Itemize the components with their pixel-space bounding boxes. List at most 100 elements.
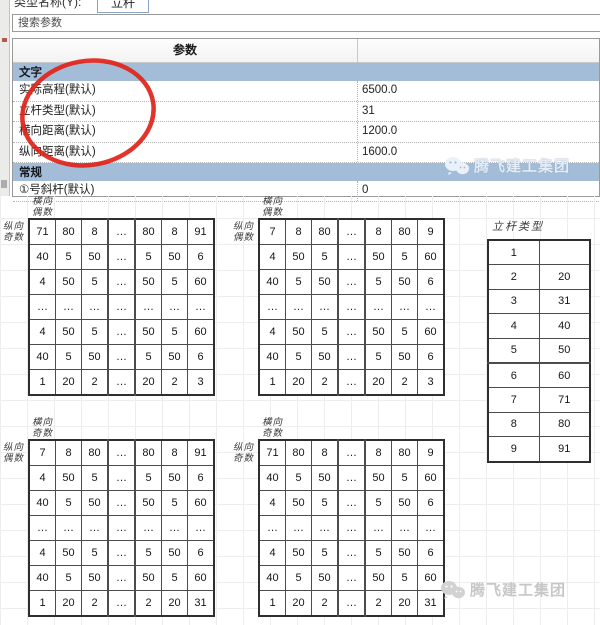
sheet-cell[interactable]: 8 [81, 218, 109, 245]
sheet-cell[interactable]: … [258, 294, 286, 320]
sheet-cell[interactable]: 20 [161, 590, 188, 617]
sheet-cell[interactable]: … [364, 515, 392, 541]
sheet-cell[interactable]: 2 [311, 369, 339, 396]
sheet-cell[interactable] [538, 239, 591, 266]
sheet-cell[interactable]: 50 [311, 269, 339, 295]
sheet-cell[interactable]: 50 [364, 244, 392, 270]
sheet-cell[interactable]: … [187, 515, 215, 541]
sheet-cell[interactable]: 5 [134, 344, 162, 370]
sheet-cell[interactable]: 50 [81, 565, 109, 591]
type-name-dropdown[interactable]: 立杆 [97, 0, 149, 13]
sheet-cell[interactable]: 20 [391, 590, 418, 617]
sheet-cell[interactable]: 50 [55, 540, 82, 566]
sheet-cell[interactable]: … [107, 439, 136, 466]
sheet-cell[interactable]: … [337, 465, 366, 491]
sheet-cell[interactable]: 50 [364, 319, 392, 345]
sheet-cell[interactable]: 6 [417, 540, 445, 566]
sheet-cell[interactable]: 50 [311, 565, 339, 591]
sheet-cell[interactable]: 8 [364, 218, 392, 245]
sheet-cell[interactable]: 2 [487, 264, 540, 290]
sheet-cell[interactable]: … [107, 244, 136, 270]
sheet-cell[interactable]: 5 [311, 540, 339, 566]
sheet-cell[interactable]: 50 [134, 269, 162, 295]
sheet-cell[interactable]: … [337, 319, 366, 345]
sheet-cell[interactable]: … [107, 540, 136, 566]
sheet-cell[interactable]: 9 [417, 218, 445, 245]
sheet-cell[interactable]: … [337, 218, 366, 245]
sheet-cell[interactable]: 5 [55, 344, 82, 370]
sheet-cell[interactable]: … [55, 294, 82, 320]
sheet-cell[interactable]: … [337, 439, 366, 466]
sheet-cell[interactable]: … [107, 490, 136, 516]
sheet-cell[interactable]: 80 [285, 439, 312, 466]
sheet-cell[interactable]: 20 [285, 369, 312, 396]
sheet-cell[interactable]: 3 [417, 369, 445, 396]
sheet-cell[interactable]: … [107, 369, 136, 396]
sheet-cell[interactable]: 50 [391, 344, 418, 370]
sheet-cell[interactable]: 20 [538, 264, 591, 290]
sheet-cell[interactable]: … [161, 515, 188, 541]
sheet-cell[interactable]: 20 [55, 590, 82, 617]
sheet-cell[interactable]: 4 [28, 465, 56, 491]
sheet-cell[interactable]: 50 [81, 244, 109, 270]
sheet-cell[interactable]: 6 [187, 465, 215, 491]
parameter-value-field[interactable]: 1200.0 [357, 122, 599, 142]
sheet-cell[interactable]: … [364, 294, 392, 320]
sheet-cell[interactable]: … [28, 515, 56, 541]
sheet-cell[interactable]: … [258, 515, 286, 541]
sheet-cell[interactable]: … [337, 515, 366, 541]
sheet-cell[interactable]: 50 [161, 465, 188, 491]
sheet-cell[interactable]: 40 [538, 313, 591, 339]
sheet-cell[interactable]: 7 [258, 218, 286, 245]
sheet-cell[interactable]: 2 [364, 590, 392, 617]
sheet-cell[interactable]: 5 [364, 344, 392, 370]
sheet-cell[interactable]: 7 [487, 387, 540, 413]
sheet-cell[interactable]: 60 [417, 319, 445, 345]
sheet-cell[interactable]: 50 [55, 465, 82, 491]
sheet-cell[interactable]: 4 [28, 269, 56, 295]
sheet-cell[interactable]: 5 [161, 269, 188, 295]
parameter-value-field[interactable]: 0 [357, 181, 599, 201]
sheet-cell[interactable]: 2 [161, 369, 188, 396]
sheet-cell[interactable]: 20 [134, 369, 162, 396]
sheet-cell[interactable]: 50 [285, 319, 312, 345]
sheet-cell[interactable]: … [107, 218, 136, 245]
sheet-cell[interactable]: 8 [311, 439, 339, 466]
sheet-cell[interactable]: … [107, 515, 136, 541]
sheet-cell[interactable]: 80 [538, 411, 591, 438]
sheet-cell[interactable]: … [107, 565, 136, 591]
sheet-cell[interactable]: 1 [258, 369, 286, 396]
sheet-cell[interactable]: 5 [285, 565, 312, 591]
sheet-cell[interactable]: 3 [487, 288, 540, 315]
sheet-cell[interactable]: … [81, 294, 109, 320]
sheet-cell[interactable]: 5 [55, 244, 82, 270]
sheet-cell[interactable]: 3 [187, 369, 215, 396]
sheet-cell[interactable]: 8 [161, 218, 188, 245]
sheet-cell[interactable]: 4 [258, 490, 286, 516]
sheet-cell[interactable]: … [107, 344, 136, 370]
sheet-cell[interactable]: … [107, 294, 136, 320]
sheet-cell[interactable]: 5 [391, 465, 418, 491]
sheet-cell[interactable]: 50 [285, 244, 312, 270]
sheet-cell[interactable]: 91 [187, 218, 215, 245]
sheet-cell[interactable]: 5 [81, 269, 109, 295]
sheet-cell[interactable]: … [337, 269, 366, 295]
sheet-cell[interactable]: 50 [311, 344, 339, 370]
sheet-cell[interactable]: 5 [134, 465, 162, 491]
sheet-cell[interactable]: 2 [81, 590, 109, 617]
sheet-cell[interactable]: 50 [134, 565, 162, 591]
sheet-cell[interactable]: 5 [161, 565, 188, 591]
sheet-cell[interactable]: … [337, 490, 366, 516]
sheet-cell[interactable]: 40 [28, 244, 56, 270]
sheet-cell[interactable]: 5 [161, 319, 188, 345]
sheet-cell[interactable]: 5 [161, 490, 188, 516]
sheet-cell[interactable]: 50 [391, 490, 418, 516]
sheet-cell[interactable]: 60 [417, 465, 445, 491]
sheet-cell[interactable]: 4 [258, 244, 286, 270]
sheet-cell[interactable]: 6 [417, 269, 445, 295]
sheet-cell[interactable]: 5 [285, 465, 312, 491]
sheet-cell[interactable]: 6 [187, 540, 215, 566]
sheet-cell[interactable]: 20 [285, 590, 312, 617]
sheet-cell[interactable]: 4 [28, 540, 56, 566]
sheet-cell[interactable]: … [285, 515, 312, 541]
